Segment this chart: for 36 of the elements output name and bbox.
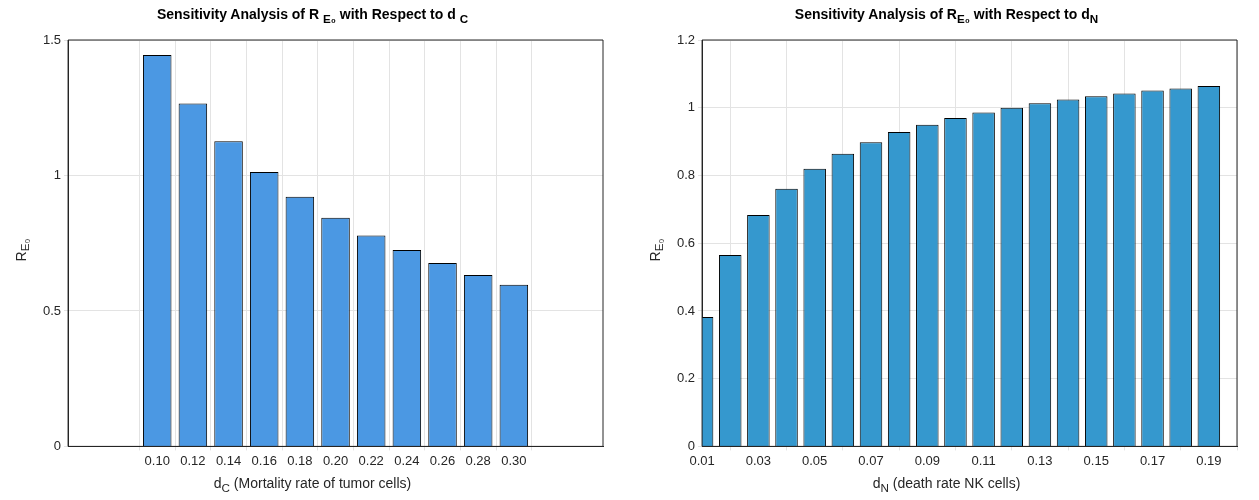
x-tick-label: 0.07 [858, 452, 884, 468]
y-tick-label: 0 [687, 437, 696, 453]
x-tick-label: 0.12 [180, 452, 206, 468]
x-tick-label: 0.15 [1083, 452, 1109, 468]
x-tick-label: 0.09 [914, 452, 940, 468]
x-tick-label: 0.28 [465, 452, 491, 468]
x-axis-title: d$_{C}$ (Mortality rate of tumor cells) [212, 475, 413, 494]
y-tick-label: 1.5 [42, 31, 62, 47]
x-tick-label: 0.14 [215, 452, 242, 468]
y-tick-label: 1 [687, 99, 696, 115]
x-axis-title: d$_{N}$ (death rate NK cells) [871, 475, 1022, 494]
y-tick-label: 1.2 [676, 31, 696, 47]
x-tick-label: 0.03 [745, 452, 772, 468]
x-tick-label: 0.22 [358, 452, 384, 468]
x-tick-label: 0.20 [322, 452, 349, 468]
x-tick-label: 0.17 [1139, 452, 1166, 468]
x-tick-label: 0.01 [689, 452, 715, 468]
x-tick-label: 0.30 [501, 452, 527, 468]
x-tick-label: 0.05 [802, 452, 828, 468]
x-tick-label: 0.24 [394, 452, 420, 468]
x-tick-label: 0.13 [1027, 452, 1053, 468]
y-tick-label: 0.5 [42, 302, 62, 318]
x-tick-label: 0.16 [251, 452, 277, 468]
x-tick-label: 0.26 [429, 452, 456, 468]
x-tick-label: 0.11 [971, 452, 996, 468]
x-tick-label: 0.18 [287, 452, 313, 468]
x-tick-label: 0.19 [1196, 452, 1222, 468]
y-tick-label: 0.8 [676, 167, 696, 183]
x-tick-label: 0.10 [144, 452, 170, 468]
y-tick-label: 0 [53, 437, 62, 453]
y-tick-label: 0.4 [676, 302, 696, 318]
chart-title: Sensitivity Analysis of R$_{E₀}$ with Respect to d$_{N}$ [793, 6, 1100, 25]
y-tick-label: 0.2 [676, 370, 696, 386]
chart-title: Sensitivity Analysis of R $_{E₀}$ with Respect to d $_{C}$ [155, 6, 470, 25]
y-tick-label: 1 [53, 167, 62, 183]
y-tick-label: 0.6 [676, 234, 696, 250]
